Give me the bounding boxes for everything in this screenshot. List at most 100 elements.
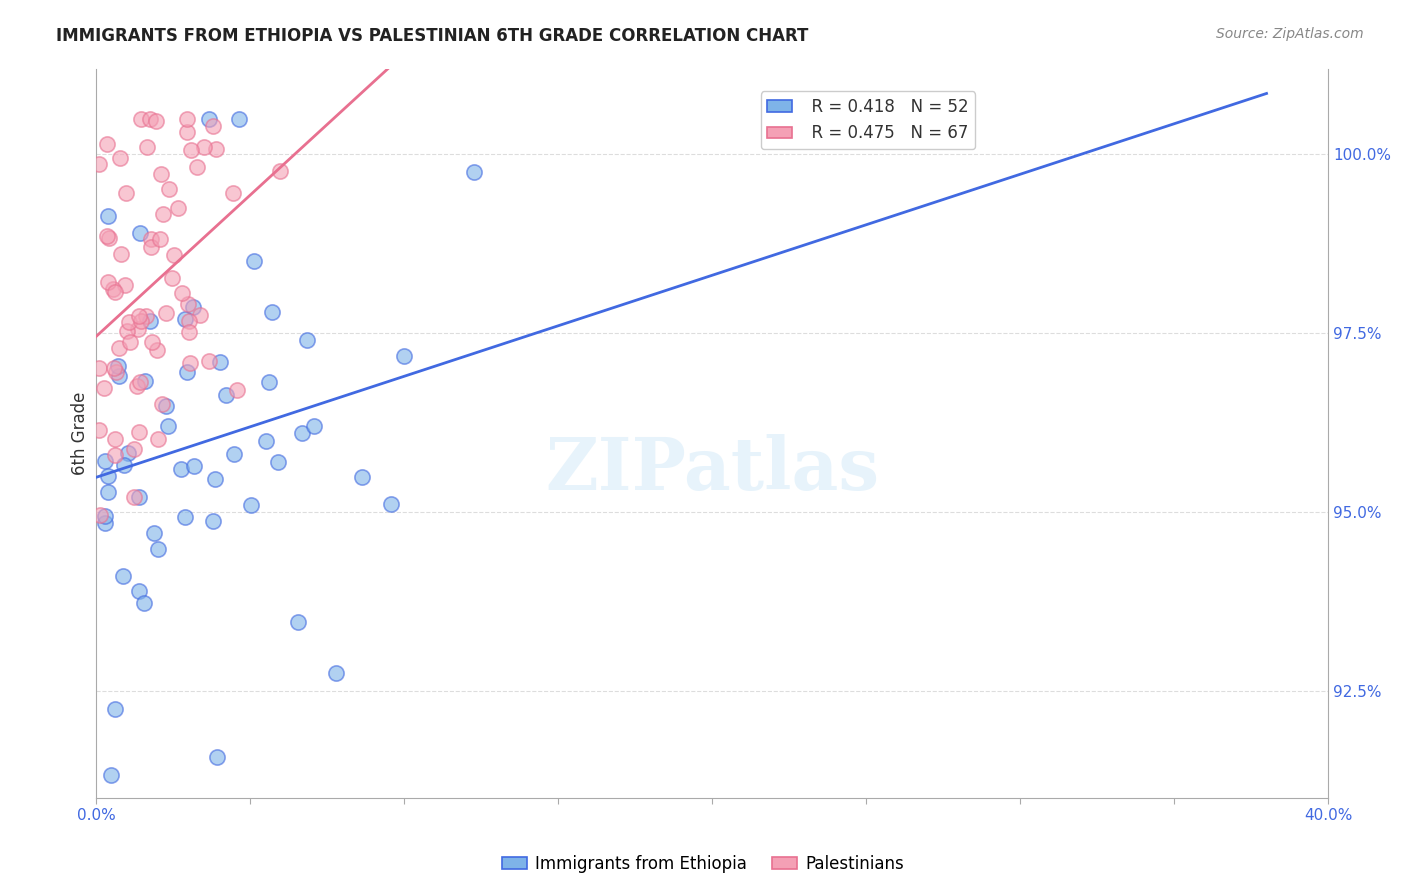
Point <box>98 231 121 245</box>
Point <box>96 136 118 151</box>
Point <box>177 314 200 328</box>
Point <box>224 447 246 461</box>
Point <box>259 375 281 389</box>
Point <box>269 164 291 178</box>
Point <box>157 182 180 196</box>
Point <box>287 615 309 630</box>
Point <box>108 341 131 355</box>
Point <box>202 120 225 134</box>
Point <box>207 750 229 764</box>
Point <box>208 355 231 369</box>
Point <box>139 112 162 126</box>
Point <box>114 277 136 292</box>
Point <box>228 112 250 126</box>
Point <box>295 333 318 347</box>
Point <box>129 375 152 389</box>
Point <box>97 485 120 500</box>
Point <box>380 497 402 511</box>
Point <box>204 472 226 486</box>
Point <box>267 455 290 469</box>
Point <box>101 282 124 296</box>
Point <box>177 325 200 339</box>
Point <box>180 143 202 157</box>
Point <box>128 425 150 439</box>
Point <box>122 490 145 504</box>
Point <box>176 112 198 126</box>
Point <box>150 167 173 181</box>
Point <box>107 359 129 373</box>
Point <box>193 139 215 153</box>
Point <box>128 583 150 598</box>
Point <box>176 365 198 379</box>
Point <box>146 433 169 447</box>
Point <box>139 232 162 246</box>
Point <box>89 360 111 375</box>
Point <box>145 114 167 128</box>
Point <box>97 209 120 223</box>
Point <box>103 448 125 462</box>
Point <box>176 125 198 139</box>
Point <box>94 509 117 524</box>
Point <box>103 361 125 376</box>
Point <box>136 140 159 154</box>
Point <box>100 768 122 782</box>
Point <box>291 426 314 441</box>
Point <box>104 702 127 716</box>
Y-axis label: 6th Grade: 6th Grade <box>72 392 89 475</box>
Point <box>114 186 136 200</box>
Point <box>149 232 172 246</box>
Point <box>89 508 111 522</box>
Text: IMMIGRANTS FROM ETHIOPIA VS PALESTINIAN 6TH GRADE CORRELATION CHART: IMMIGRANTS FROM ETHIOPIA VS PALESTINIAN … <box>56 27 808 45</box>
Point <box>89 157 111 171</box>
Point <box>302 418 325 433</box>
Point <box>350 470 373 484</box>
Point <box>122 442 145 457</box>
Point <box>157 419 180 434</box>
Point <box>128 309 150 323</box>
Point <box>183 458 205 473</box>
Point <box>201 515 224 529</box>
Point <box>179 356 201 370</box>
Point <box>132 596 155 610</box>
Point <box>242 254 264 268</box>
Point <box>104 285 127 300</box>
Point <box>117 315 139 329</box>
Point <box>150 396 173 410</box>
Point <box>146 343 169 358</box>
Text: ZIPatlas: ZIPatlas <box>546 434 879 505</box>
Point <box>135 309 157 323</box>
Point <box>141 335 163 350</box>
Point <box>163 247 186 261</box>
Point <box>129 226 152 240</box>
Point <box>205 142 228 156</box>
Point <box>93 381 115 395</box>
Point <box>325 665 347 680</box>
Legend: Immigrants from Ethiopia, Palestinians: Immigrants from Ethiopia, Palestinians <box>495 848 911 880</box>
Point <box>254 434 277 448</box>
Point <box>129 314 152 328</box>
Point <box>463 165 485 179</box>
Point <box>110 246 132 260</box>
Point <box>112 569 135 583</box>
Point <box>120 334 142 349</box>
Point <box>104 365 127 379</box>
Point <box>155 306 177 320</box>
Point <box>155 400 177 414</box>
Point <box>190 308 212 322</box>
Point <box>89 423 111 437</box>
Point <box>239 498 262 512</box>
Point <box>152 207 174 221</box>
Point <box>198 353 221 368</box>
Point <box>134 375 156 389</box>
Point <box>177 296 200 310</box>
Point <box>222 186 245 201</box>
Point <box>108 151 131 165</box>
Point <box>173 312 195 326</box>
Point <box>142 526 165 541</box>
Point <box>198 112 221 126</box>
Point <box>392 349 415 363</box>
Point <box>125 379 148 393</box>
Point <box>117 445 139 459</box>
Point <box>94 516 117 531</box>
Point <box>214 388 236 402</box>
